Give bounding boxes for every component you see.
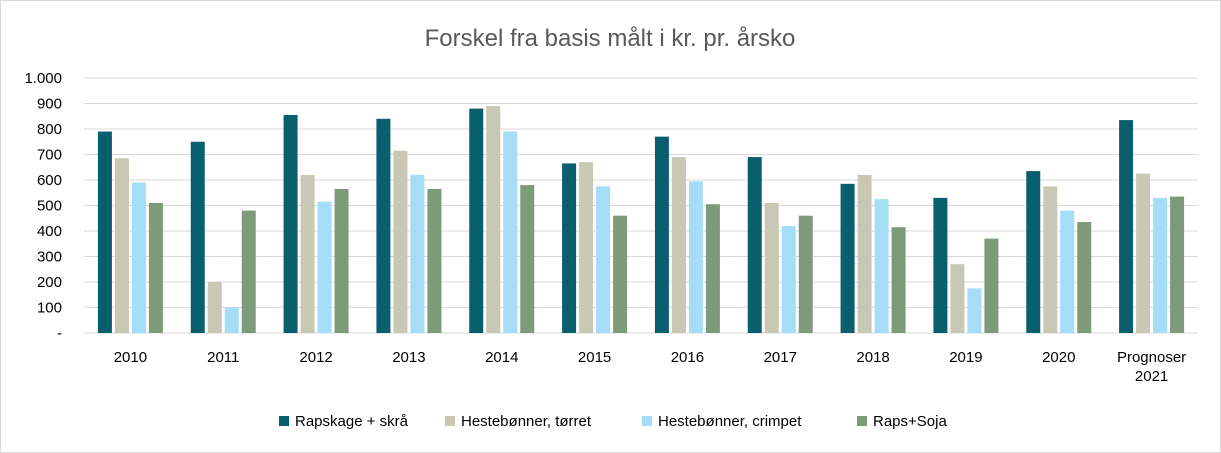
bar: Hestebønner, tørret: 890 bbox=[486, 106, 501, 333]
x-axis-ticks: 2010 2011 2012 2013 2014 2015 2016 2017 2018 2019… bbox=[114, 349, 1186, 385]
x-tick-label: 2019 bbox=[949, 349, 982, 366]
legend-label: Hestebønner, tørret bbox=[461, 413, 592, 430]
legend-label: Hestebønner, crimpet bbox=[658, 413, 802, 430]
bar: Rapskage + skrå: 635 bbox=[1026, 171, 1041, 333]
bar: Raps+Soja: 415 bbox=[891, 227, 906, 333]
y-tick-label: - bbox=[57, 325, 62, 342]
y-tick-label: 1.000 bbox=[24, 70, 62, 87]
bar: Rapskage + skrå: 840 bbox=[376, 118, 391, 333]
y-tick-label: 300 bbox=[37, 249, 62, 266]
bar: Hestebønner, crimpet: 790 bbox=[503, 131, 518, 333]
bar: Hestebønner, crimpet: 420 bbox=[781, 225, 796, 333]
y-tick-label: 600 bbox=[37, 172, 62, 189]
x-tick-label: Prognoser bbox=[1117, 349, 1186, 366]
legend-swatch bbox=[642, 416, 652, 426]
y-tick-label: 500 bbox=[37, 198, 62, 215]
bar: Hestebønner, tørret: 510 bbox=[764, 202, 779, 333]
bar: Hestebønner, crimpet: 100 bbox=[224, 307, 239, 333]
bar: Raps+Soja: 460 bbox=[613, 215, 628, 333]
x-tick-label: 2021 bbox=[1135, 368, 1168, 385]
bar: Rapskage + skrå: 585 bbox=[840, 183, 855, 333]
bar: Raps+Soja: 435 bbox=[1077, 222, 1092, 333]
bar: Rapskage + skrå: 690 bbox=[747, 157, 762, 333]
legend-label: Rapskage + skrå bbox=[295, 413, 409, 430]
bar: Rapskage + skrå: 770 bbox=[654, 136, 669, 333]
legend-label: Raps+Soja bbox=[873, 413, 947, 430]
bar: Hestebønner, tørret: 575 bbox=[1043, 186, 1058, 333]
bar: Hestebønner, tørret: 620 bbox=[300, 174, 315, 333]
bar: Raps+Soja: 510 bbox=[148, 202, 163, 333]
x-tick-label: 2017 bbox=[764, 349, 797, 366]
bar: Hestebønner, crimpet: 515 bbox=[317, 201, 332, 333]
bar: Hestebønner, tørret: 625 bbox=[1136, 173, 1151, 333]
bar: Raps+Soja: 580 bbox=[520, 185, 535, 333]
x-tick-label: 2013 bbox=[392, 349, 425, 366]
bar: Rapskage + skrå: 880 bbox=[469, 108, 484, 333]
legend-swatch bbox=[857, 416, 867, 426]
bar: Rapskage + skrå: 790 bbox=[97, 131, 112, 333]
bar: Hestebønner, tørret: 670 bbox=[579, 162, 594, 333]
bar: Hestebønner, crimpet: 595 bbox=[688, 181, 703, 333]
bar: Hestebønner, tørret: 715 bbox=[393, 150, 408, 333]
bar: Raps+Soja: 565 bbox=[427, 188, 442, 333]
x-tick-label: 2020 bbox=[1042, 349, 1075, 366]
bar: Hestebønner, crimpet: 175 bbox=[967, 288, 982, 333]
bar: Rapskage + skrå: 835 bbox=[1119, 120, 1134, 333]
bar: Raps+Soja: 535 bbox=[1170, 196, 1185, 333]
bar: Hestebønner, tørret: 270 bbox=[950, 264, 965, 333]
y-tick-label: 700 bbox=[37, 147, 62, 164]
bar: Rapskage + skrå: 750 bbox=[190, 141, 205, 333]
bar: Hestebønner, tørret: 200 bbox=[207, 282, 222, 333]
bar: Hestebønner, crimpet: 575 bbox=[596, 186, 611, 333]
gridlines bbox=[84, 77, 1198, 334]
bar: Raps+Soja: 505 bbox=[705, 204, 720, 333]
bar: Hestebønner, tørret: 685 bbox=[114, 158, 129, 333]
bar: Hestebønner, crimpet: 530 bbox=[1153, 197, 1168, 333]
bar: Hestebønner, tørret: 690 bbox=[671, 157, 686, 333]
x-tick-label: 2014 bbox=[485, 349, 518, 366]
bar: Hestebønner, crimpet: 590 bbox=[131, 182, 146, 333]
bar: Raps+Soja: 370 bbox=[984, 238, 999, 333]
y-tick-label: 100 bbox=[37, 300, 62, 317]
legend-swatch bbox=[279, 416, 289, 426]
x-tick-label: 2016 bbox=[671, 349, 704, 366]
y-axis-ticks: - 100 200 300 400 500 600 700 800 900 1.000 bbox=[24, 70, 62, 342]
x-tick-label: 2012 bbox=[299, 349, 332, 366]
x-tick-label: 2011 bbox=[207, 349, 239, 366]
bar: Raps+Soja: 565 bbox=[334, 188, 349, 333]
bar: Hestebønner, crimpet: 525 bbox=[874, 199, 889, 333]
y-tick-label: 900 bbox=[37, 96, 62, 113]
bar: Raps+Soja: 460 bbox=[798, 215, 813, 333]
y-tick-label: 800 bbox=[37, 121, 62, 138]
legend-swatch bbox=[445, 416, 455, 426]
bar: Hestebønner, tørret: 620 bbox=[857, 174, 872, 333]
bar: Rapskage + skrå: 855 bbox=[283, 114, 298, 333]
bar: Raps+Soja: 480 bbox=[241, 210, 256, 333]
y-tick-label: 200 bbox=[37, 274, 62, 291]
x-tick-label: 2018 bbox=[856, 349, 889, 366]
bar: Rapskage + skrå: 665 bbox=[562, 163, 577, 333]
bar: Rapskage + skrå: 530 bbox=[933, 197, 948, 333]
x-tick-label: 2010 bbox=[114, 349, 147, 366]
y-tick-label: 400 bbox=[37, 223, 62, 240]
bar: Hestebønner, crimpet: 480 bbox=[1060, 210, 1075, 333]
legend: Rapskage + skrå Hestebønner, tørret Hesteb… bbox=[279, 413, 947, 430]
chart-title: Forskel fra basis målt i kr. pr. årsko bbox=[425, 25, 796, 52]
x-tick-label: 2015 bbox=[578, 349, 611, 366]
bars: Rapskage + skrå: 790 Rapskage + skrå: 750… bbox=[97, 106, 1185, 333]
bar: Hestebønner, crimpet: 620 bbox=[410, 174, 425, 333]
